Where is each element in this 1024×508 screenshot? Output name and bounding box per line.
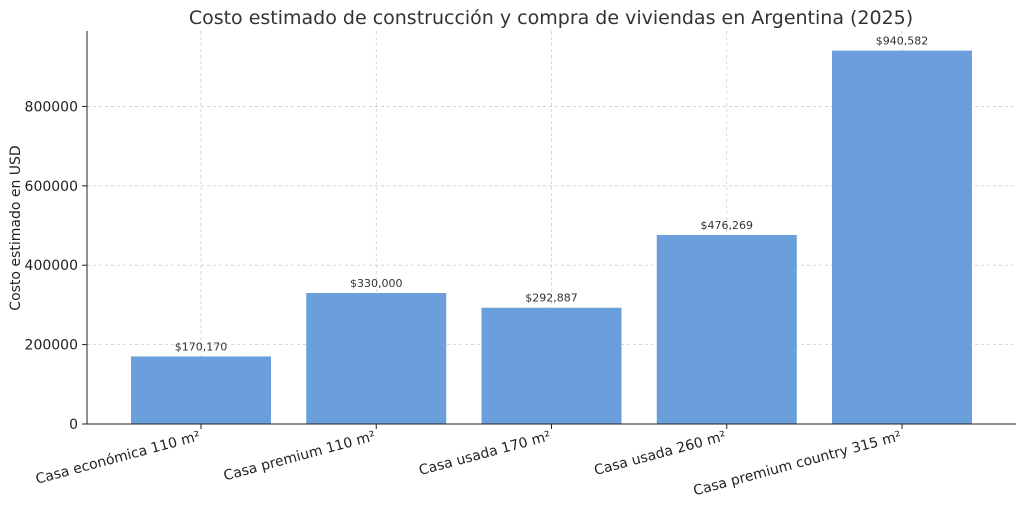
y-tick-label: 400000 [25,258,78,274]
axes [82,31,1016,429]
bar [131,356,271,424]
y-tick-label: 0 [69,417,78,433]
data-label: $940,582 [876,35,929,48]
category-label: Casa usada 260 m² [593,428,728,479]
y-axis-label: Costo estimado en USD [8,145,24,310]
data-label: $292,887 [525,292,578,305]
y-tick-label: 200000 [25,338,78,354]
bar [481,307,622,424]
chart-title: Costo estimado de construcción y compra … [189,7,913,29]
category-label: Casa económica 110 m² [34,428,202,487]
data-label: $476,269 [701,219,754,232]
bar [832,50,972,425]
category-label: Casa usada 170 m² [417,428,552,479]
bar [306,293,447,424]
y-tick-label: 600000 [25,179,78,195]
bar [656,234,797,424]
y-tick-label: 800000 [25,99,78,115]
category-label: Casa premium 110 m² [222,428,377,484]
data-label: $330,000 [350,277,403,290]
data-label: $170,170 [175,340,228,353]
bars [131,50,972,425]
